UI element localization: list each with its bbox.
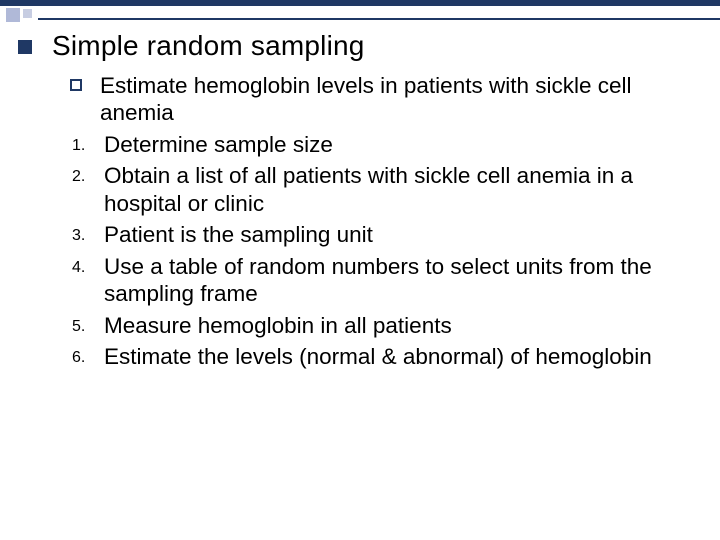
list-number: 2. bbox=[70, 162, 104, 187]
list-text: Patient is the sampling unit bbox=[104, 221, 702, 248]
list-number: 5. bbox=[70, 312, 104, 337]
body-area: Estimate hemoglobin levels in patients w… bbox=[18, 72, 702, 370]
title-bullet-icon bbox=[18, 40, 32, 54]
accent-squares bbox=[0, 6, 32, 26]
list-number: 1. bbox=[70, 131, 104, 156]
hollow-square-icon bbox=[70, 79, 82, 91]
list-text: Obtain a list of all patients with sickl… bbox=[104, 162, 702, 217]
sub-bullet-text: Estimate hemoglobin levels in patients w… bbox=[100, 72, 702, 127]
list-item: 3. Patient is the sampling unit bbox=[70, 221, 702, 248]
slide-thin-rule bbox=[38, 18, 720, 20]
sub-bullet-row: Estimate hemoglobin levels in patients w… bbox=[70, 72, 702, 127]
list-number: 3. bbox=[70, 221, 104, 246]
list-text: Estimate the levels (normal & abnormal) … bbox=[104, 343, 702, 370]
list-item: 4. Use a table of random numbers to sele… bbox=[70, 253, 702, 308]
list-text: Use a table of random numbers to select … bbox=[104, 253, 702, 308]
slide-title: Simple random sampling bbox=[52, 30, 365, 62]
list-number: 6. bbox=[70, 343, 104, 368]
list-item: 5. Measure hemoglobin in all patients bbox=[70, 312, 702, 339]
list-item: 1. Determine sample size bbox=[70, 131, 702, 158]
slide-content: Simple random sampling Estimate hemoglob… bbox=[18, 30, 702, 374]
list-item: 6. Estimate the levels (normal & abnorma… bbox=[70, 343, 702, 370]
list-text: Determine sample size bbox=[104, 131, 702, 158]
accent-square-small bbox=[23, 9, 32, 18]
title-row: Simple random sampling bbox=[18, 30, 702, 62]
slide-accent-row bbox=[0, 6, 720, 26]
list-text: Measure hemoglobin in all patients bbox=[104, 312, 702, 339]
list-number: 4. bbox=[70, 253, 104, 278]
accent-square-large bbox=[6, 8, 20, 22]
list-item: 2. Obtain a list of all patients with si… bbox=[70, 162, 702, 217]
